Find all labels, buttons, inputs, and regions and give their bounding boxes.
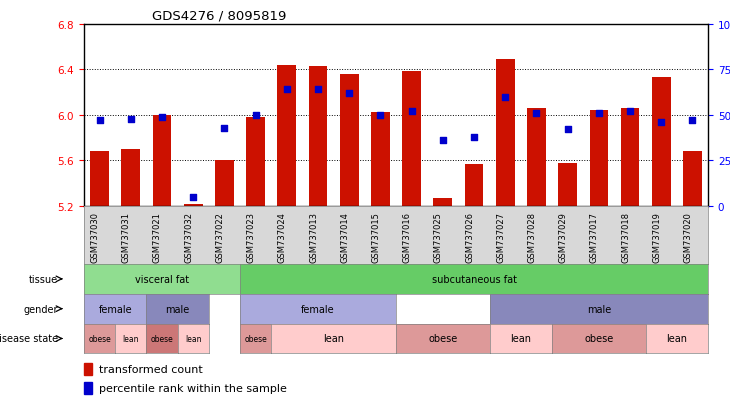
Bar: [558, 164, 577, 206]
Point: [624, 109, 636, 115]
Point: [156, 114, 168, 121]
Point: [250, 112, 261, 119]
Text: transformed count: transformed count: [99, 364, 203, 374]
Point: [125, 116, 137, 123]
Text: GSM737020: GSM737020: [683, 211, 693, 262]
Bar: [153, 116, 172, 206]
Point: [406, 109, 418, 115]
Text: lean: lean: [510, 334, 531, 344]
Text: subcutaneous fat: subcutaneous fat: [431, 274, 517, 284]
Text: obese: obese: [429, 334, 458, 344]
Text: disease state: disease state: [0, 334, 58, 344]
Bar: [121, 150, 140, 206]
Bar: [84, 382, 92, 394]
Point: [281, 87, 293, 93]
Point: [531, 111, 542, 117]
Bar: [309, 67, 327, 206]
Text: GSM737030: GSM737030: [91, 211, 99, 262]
Text: lean: lean: [323, 334, 344, 344]
Text: gender: gender: [23, 304, 58, 314]
Text: GSM737022: GSM737022: [215, 211, 224, 262]
Text: male: male: [587, 304, 611, 314]
Text: female: female: [99, 304, 132, 314]
Text: GSM737027: GSM737027: [496, 211, 505, 262]
Text: obese: obese: [150, 334, 173, 343]
Text: lean: lean: [185, 334, 201, 343]
Text: female: female: [301, 304, 335, 314]
Point: [499, 94, 511, 101]
Text: GSM737031: GSM737031: [122, 211, 131, 262]
Bar: [371, 112, 390, 206]
Bar: [434, 199, 452, 206]
Bar: [84, 363, 92, 375]
Point: [93, 118, 105, 124]
Text: lean: lean: [666, 334, 688, 344]
Bar: [340, 75, 358, 206]
Text: obese: obese: [88, 334, 111, 343]
Bar: [590, 111, 608, 206]
Text: obese: obese: [584, 334, 613, 344]
Text: lean: lean: [123, 334, 139, 343]
Text: GSM737021: GSM737021: [153, 211, 162, 262]
Text: GSM737016: GSM737016: [403, 211, 412, 262]
Point: [218, 125, 230, 132]
Bar: [652, 78, 671, 206]
Bar: [402, 71, 421, 206]
Point: [343, 90, 355, 97]
Point: [437, 138, 449, 145]
Point: [188, 194, 199, 201]
Point: [312, 87, 324, 93]
Point: [687, 118, 699, 124]
Text: GSM737024: GSM737024: [278, 211, 287, 262]
Bar: [215, 161, 234, 206]
Text: GSM737028: GSM737028: [528, 211, 537, 262]
Text: GSM737017: GSM737017: [590, 211, 599, 262]
Bar: [184, 204, 202, 206]
Bar: [277, 66, 296, 206]
Text: GSM737032: GSM737032: [184, 211, 193, 262]
Bar: [91, 152, 109, 206]
Point: [656, 120, 667, 126]
Text: GSM737015: GSM737015: [372, 211, 380, 262]
Point: [374, 112, 386, 119]
Point: [468, 134, 480, 141]
Text: GSM737014: GSM737014: [340, 211, 349, 262]
Bar: [246, 118, 265, 206]
Text: GSM737023: GSM737023: [247, 211, 255, 262]
Text: GDS4276 / 8095819: GDS4276 / 8095819: [152, 9, 286, 22]
Point: [593, 111, 604, 117]
Bar: [465, 164, 483, 206]
Text: obese: obese: [245, 334, 267, 343]
Bar: [496, 60, 515, 206]
Text: male: male: [166, 304, 190, 314]
Text: GSM737026: GSM737026: [465, 211, 474, 262]
Text: GSM737018: GSM737018: [621, 211, 630, 262]
Bar: [527, 109, 546, 206]
Text: tissue: tissue: [28, 274, 58, 284]
Bar: [683, 152, 702, 206]
Point: [562, 127, 574, 133]
Text: GSM737025: GSM737025: [434, 211, 443, 262]
Bar: [620, 109, 639, 206]
Text: percentile rank within the sample: percentile rank within the sample: [99, 383, 287, 393]
Text: GSM737019: GSM737019: [653, 211, 661, 262]
Text: GSM737029: GSM737029: [558, 211, 568, 262]
Text: visceral fat: visceral fat: [135, 274, 189, 284]
Text: GSM737013: GSM737013: [309, 211, 318, 262]
